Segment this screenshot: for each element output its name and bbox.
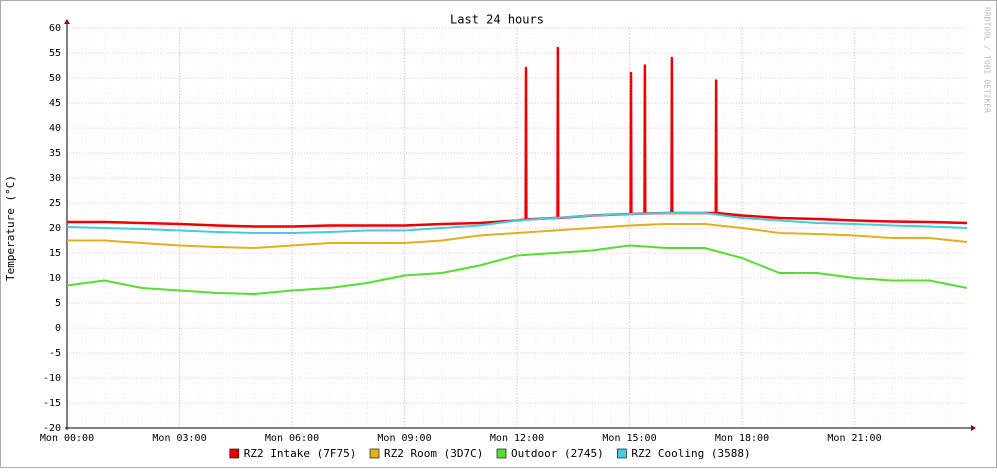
x-axis-arrow	[971, 425, 976, 431]
y-axis-arrow	[64, 19, 70, 24]
watermark: RRDTOOL / TOBI OETIKER	[983, 7, 992, 113]
y-tick-label: 60	[49, 23, 61, 34]
x-tick-label: Mon 06:00	[265, 433, 319, 444]
x-tick-label: Mon 03:00	[152, 433, 206, 444]
chart-title: Last 24 hours	[450, 13, 544, 27]
legend-swatch	[496, 448, 507, 459]
y-tick-label: 50	[49, 73, 61, 84]
legend-label: RZ2 Room (3D7C)	[384, 447, 483, 460]
y-tick-label: 15	[49, 248, 61, 259]
legend-swatch	[229, 448, 240, 459]
y-tick-label: 45	[49, 98, 61, 109]
x-tick-label: Mon 09:00	[377, 433, 431, 444]
legend-swatch	[369, 448, 380, 459]
y-tick-label: -20	[43, 423, 61, 434]
y-axis-label: Temperature (°C)	[4, 175, 17, 281]
y-tick-label: 55	[49, 48, 61, 59]
y-tick-label: 0	[55, 323, 61, 334]
y-tick-label: -5	[49, 348, 61, 359]
y-tick-label: 30	[49, 173, 61, 184]
y-tick-label: 10	[49, 273, 61, 284]
series-line	[67, 223, 968, 249]
y-tick-label: -10	[43, 373, 61, 384]
legend-swatch	[617, 448, 627, 459]
x-tick-label: Mon 21:00	[827, 433, 881, 444]
legend-label: RZ2 Intake (7F75)	[244, 447, 357, 460]
y-tick-label: 5	[55, 298, 61, 309]
y-tick-label: 25	[49, 198, 61, 209]
y-tick-label: 20	[49, 223, 61, 234]
x-tick-label: Mon 15:00	[602, 433, 656, 444]
legend-label: Outdoor (2745)	[511, 447, 604, 460]
legend-label: RZ2 Cooling (3588)	[631, 447, 750, 460]
x-tick-label: Mon 12:00	[490, 433, 544, 444]
y-tick-label: 40	[49, 123, 61, 134]
y-tick-label: 35	[49, 148, 61, 159]
x-tick-label: Mon 18:00	[715, 433, 769, 444]
series-line	[66, 244, 968, 295]
series-line	[66, 212, 968, 234]
y-tick-label: -15	[43, 398, 61, 409]
x-tick-label: Mon 00:00	[40, 433, 94, 444]
